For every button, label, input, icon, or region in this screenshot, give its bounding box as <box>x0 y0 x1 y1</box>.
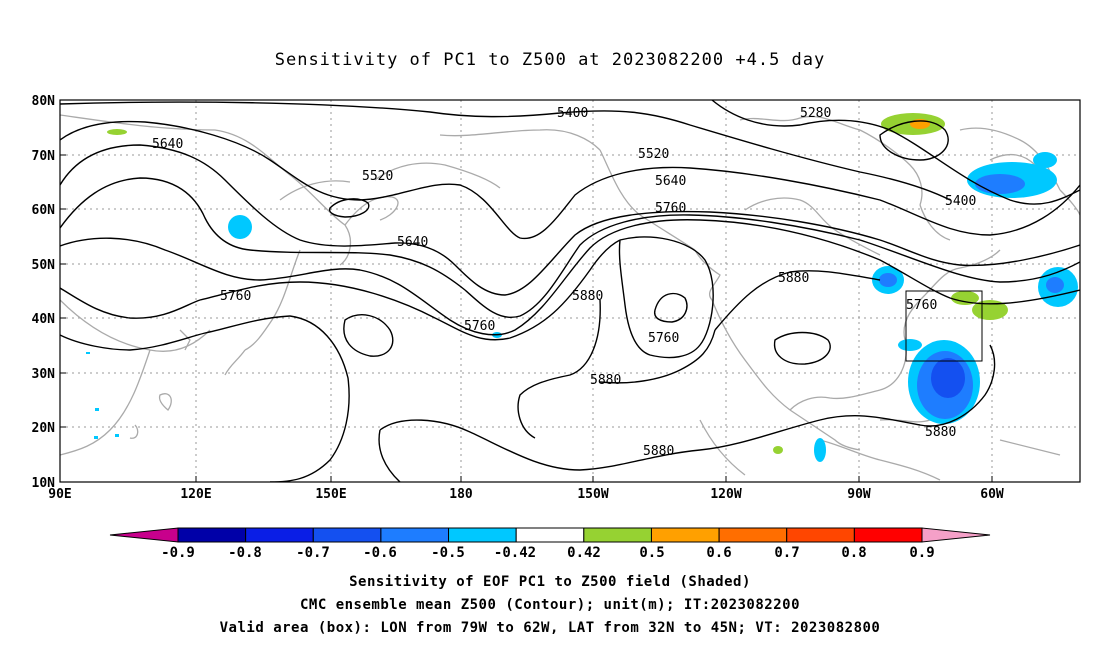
contour-label: 5640 <box>152 137 183 152</box>
longitude-labels: 90E 120E 150E 180 150W 120W 90W 60W <box>48 487 1004 502</box>
lat-label: 50N <box>32 258 56 273</box>
lon-label: 90E <box>48 487 71 502</box>
colorbar-cell <box>245 527 314 543</box>
colorbar-label: -0.9 <box>161 545 195 561</box>
contour-label: 5760 <box>464 319 495 334</box>
chart-title: Sensitivity of PC1 to Z500 at 2023082200… <box>274 50 826 70</box>
z500-contours <box>60 100 1080 482</box>
contour-label: 5880 <box>925 425 956 440</box>
contour-label: 5520 <box>362 169 393 184</box>
lon-label: 90W <box>847 487 871 502</box>
colorbar-cell <box>448 527 517 543</box>
contour-label: 5760 <box>648 331 679 346</box>
colorbar-cell <box>515 527 585 543</box>
colorbar-cell <box>380 527 450 543</box>
colorbar-cell <box>786 527 855 543</box>
colorbar-label: 0.8 <box>841 545 866 561</box>
lat-label: 40N <box>32 312 56 327</box>
lon-label: 150E <box>315 487 346 502</box>
colorbar-cell <box>583 527 652 543</box>
contour-label: 5880 <box>572 289 603 304</box>
colorbar-label: -0.8 <box>228 545 262 561</box>
lon-label: 150W <box>577 487 608 502</box>
colorbar-label: 0.42 <box>567 545 601 561</box>
colorbar-label: -0.7 <box>296 545 330 561</box>
colorbar: -0.9 -0.8 -0.7 -0.6 -0.5 -0.42 0.42 0.5 … <box>109 527 991 561</box>
colorbar-over-triangle <box>921 527 991 543</box>
colorbar-under-triangle <box>109 527 179 543</box>
tick-marks <box>59 99 993 483</box>
contour-label: 5880 <box>643 444 674 459</box>
gridlines <box>60 100 1080 482</box>
contour-label: 5400 <box>945 194 976 209</box>
lat-label: 60N <box>32 203 56 218</box>
contour-label: 5640 <box>655 174 686 189</box>
contour-label: 5880 <box>778 271 809 286</box>
colorbar-cell <box>312 527 382 543</box>
lat-label: 20N <box>32 421 56 436</box>
contour-label: 5280 <box>800 106 831 121</box>
contour-label: 5880 <box>590 373 621 388</box>
contour-label: 5640 <box>397 235 428 250</box>
valid-area-box <box>905 290 983 362</box>
colorbar-cell <box>718 527 788 543</box>
lon-label: 120W <box>710 487 741 502</box>
contour-label: 5760 <box>220 289 251 304</box>
map-frame <box>59 99 1081 483</box>
caption-contour: CMC ensemble mean Z500 (Contour); unit(m… <box>299 597 800 613</box>
contour-label: 5760 <box>655 201 686 216</box>
colorbar-label: -0.42 <box>494 545 536 561</box>
lat-label: 70N <box>32 149 56 164</box>
lat-label: 80N <box>32 94 56 109</box>
contour-label: 5760 <box>906 298 937 313</box>
lon-label: 60W <box>980 487 1004 502</box>
colorbar-cell <box>853 527 923 543</box>
colorbar-label: 0.7 <box>774 545 799 561</box>
colorbar-label: 0.6 <box>706 545 731 561</box>
lon-label: 180 <box>449 487 473 502</box>
contour-label: 5520 <box>638 147 669 162</box>
contour-labels: 5400 5280 5640 5520 5520 5640 5760 5400 … <box>152 106 976 459</box>
colorbar-cell <box>650 527 720 543</box>
colorbar-label: 0.5 <box>639 545 664 561</box>
colorbar-cells <box>177 527 923 543</box>
latitude-labels: 80N 70N 60N 50N 40N 30N 20N 10N <box>32 94 56 491</box>
lat-label: 30N <box>32 367 56 382</box>
coastlines <box>60 114 1080 481</box>
caption-valid-area: Valid area (box): LON from 79W to 62W, L… <box>219 620 881 636</box>
contour-label: 5400 <box>557 106 588 121</box>
colorbar-label: -0.6 <box>363 545 397 561</box>
caption-shading: Sensitivity of EOF PC1 to Z500 field (Sh… <box>349 574 751 590</box>
colorbar-cell <box>177 527 247 543</box>
colorbar-label: -0.5 <box>431 545 465 561</box>
colorbar-label: 0.9 <box>909 545 934 561</box>
lon-label: 120E <box>180 487 211 502</box>
lat-label: 10N <box>32 476 56 491</box>
